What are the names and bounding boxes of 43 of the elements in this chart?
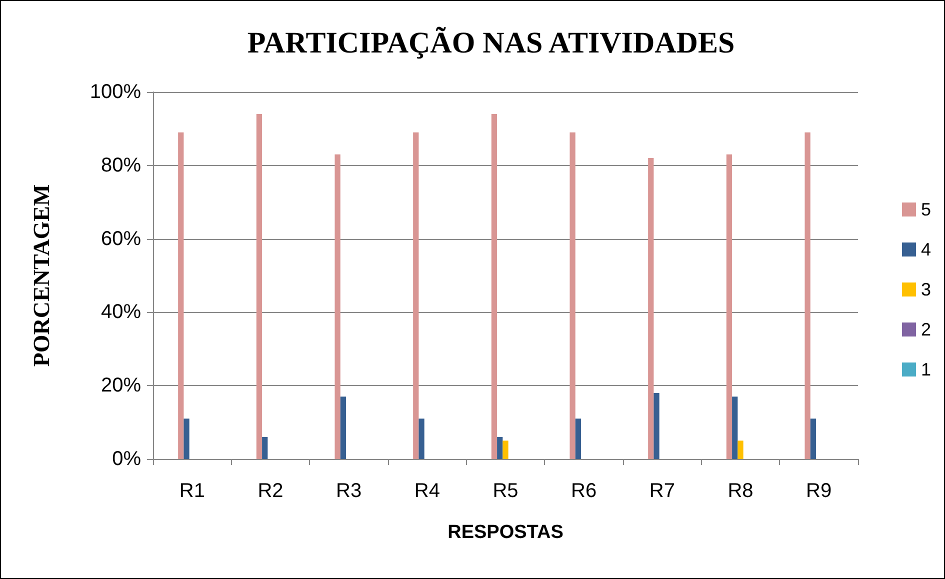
bar <box>502 440 508 459</box>
x-tick-label: R2 <box>258 480 284 502</box>
bar <box>334 154 340 459</box>
x-tick-label: R9 <box>806 480 832 502</box>
bar <box>726 154 732 459</box>
legend-label: 3 <box>920 280 932 300</box>
bar <box>804 132 810 459</box>
y-tick-label: 20% <box>100 374 142 397</box>
bar <box>648 158 654 459</box>
legend-label: 5 <box>920 200 932 220</box>
bar <box>732 396 738 459</box>
bar <box>262 436 268 459</box>
legend-label: 1 <box>920 360 932 380</box>
bar <box>497 436 503 459</box>
x-tick-label: R3 <box>336 480 362 502</box>
bar <box>738 440 744 459</box>
bar <box>184 418 190 459</box>
bar <box>178 132 184 459</box>
y-axis-title: PORCENTAGEM <box>29 184 54 367</box>
x-tick-label: R7 <box>649 480 675 502</box>
y-tick-label: 40% <box>100 301 142 324</box>
bar <box>810 418 816 459</box>
bar <box>418 418 424 459</box>
bar <box>256 114 262 459</box>
bar <box>575 418 582 459</box>
bar <box>570 132 576 459</box>
bar <box>340 396 346 459</box>
x-tick-label: R5 <box>492 480 518 502</box>
bar <box>491 114 498 459</box>
chart-title: PARTICIPAÇÃO NAS ATIVIDADES <box>247 26 735 60</box>
y-tick-label: 80% <box>100 154 142 176</box>
x-tick-label: R4 <box>414 480 440 502</box>
bar <box>413 132 419 459</box>
y-tick-label: 60% <box>100 228 142 250</box>
y-tick-label: 0% <box>112 448 142 470</box>
x-tick-label: R1 <box>179 480 205 502</box>
x-axis-title: RESPOSTAS <box>448 522 564 543</box>
bar <box>654 392 660 459</box>
x-tick-label: R8 <box>728 480 754 502</box>
legend-label: 4 <box>920 240 932 260</box>
x-tick-label: R6 <box>571 480 597 502</box>
y-tick-label: 100% <box>90 81 142 103</box>
legend-label: 2 <box>920 320 932 340</box>
